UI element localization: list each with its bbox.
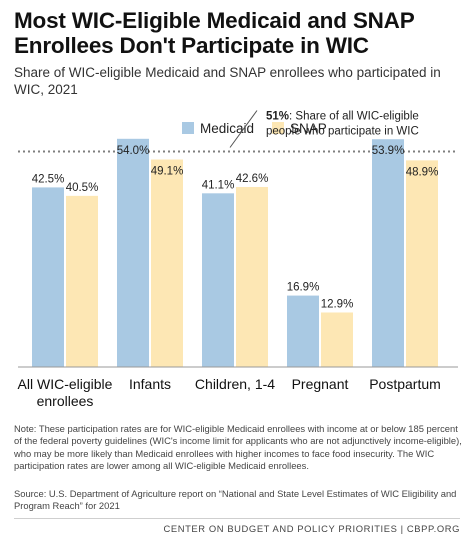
chart-source: Source: U.S. Department of Agriculture r… — [14, 488, 457, 512]
chart-title: Most WIC-Eligible Medicaid and SNAP Enro… — [14, 8, 415, 58]
x-tick-label-0-line1: All WIC-eligible — [18, 376, 113, 392]
bar-medicaid-2 — [202, 193, 234, 367]
x-axis: All WIC-eligible enrollees Infants Children… — [18, 366, 458, 409]
footer-credit: CENTER ON BUDGET AND POLICY PRIORITIES |… — [163, 523, 460, 534]
x-tick-label-1: Infants — [129, 376, 171, 392]
footer-divider — [14, 518, 460, 519]
x-tick-label-3: Pregnant — [292, 376, 349, 392]
bar-snap-0 — [66, 195, 98, 367]
bar-medicaid-3 — [287, 295, 319, 367]
bar-medicaid-4 — [372, 139, 404, 367]
legend-label-medicaid: Medicaid — [200, 121, 254, 136]
x-tick-label-4: Postpartum — [369, 376, 441, 392]
data-label-snap-1: 49.1% — [151, 166, 184, 178]
legend-label-snap: SNAP — [290, 121, 327, 136]
reference-value: 51% — [266, 110, 289, 122]
x-tick-label-2: Children, 1-4 — [195, 376, 275, 392]
reference-leader-line — [229, 110, 258, 148]
bar-chart: Medicaid SNAP 51%: Share of all WIC-eligi… — [18, 110, 458, 409]
data-label-medicaid-3: 16.9% — [287, 282, 320, 294]
legend-swatch-snap — [272, 122, 284, 134]
data-label-medicaid-0: 42.5% — [32, 173, 65, 185]
data-label-snap-3: 12.9% — [321, 298, 354, 310]
data-label-medicaid-4: 53.9% — [372, 145, 405, 157]
data-label-medicaid-2: 41.1% — [202, 179, 235, 191]
data-label-medicaid-1: 54.0% — [117, 145, 150, 157]
reference-label: 51%: Share of all WIC-eligible — [266, 110, 419, 122]
reference-label-text: : Share of all WIC-eligible — [289, 110, 419, 122]
bar-medicaid-0 — [32, 187, 64, 367]
chart-note: Note: These participation rates are for … — [14, 423, 462, 472]
bar-snap-1 — [151, 159, 183, 367]
reference-label-line2: people who participate in WIC — [266, 125, 419, 137]
reference-line-group: 51%: Share of all WIC-eligible people who… — [18, 110, 458, 153]
bar-snap-4 — [406, 160, 438, 367]
bars-group: 42.5%40.5% 54.0%49.1% 41.1%42.6% 16.9%12.9%… — [32, 138, 439, 367]
chart-subtitle: Share of WIC-eligible Medicaid and SNAP … — [14, 65, 441, 97]
x-tick-label-0: All WIC-eligible enrollees — [18, 376, 113, 409]
bar-medicaid-1 — [117, 138, 149, 367]
data-label-snap-4: 48.9% — [406, 166, 439, 178]
legend-swatch-medicaid — [182, 122, 194, 134]
bar-snap-2 — [236, 186, 268, 367]
data-label-snap-0: 40.5% — [66, 182, 99, 194]
bar-snap-3 — [321, 312, 353, 367]
x-tick-label-0-line2: enrollees — [37, 393, 94, 409]
data-label-snap-2: 42.6% — [236, 173, 269, 185]
